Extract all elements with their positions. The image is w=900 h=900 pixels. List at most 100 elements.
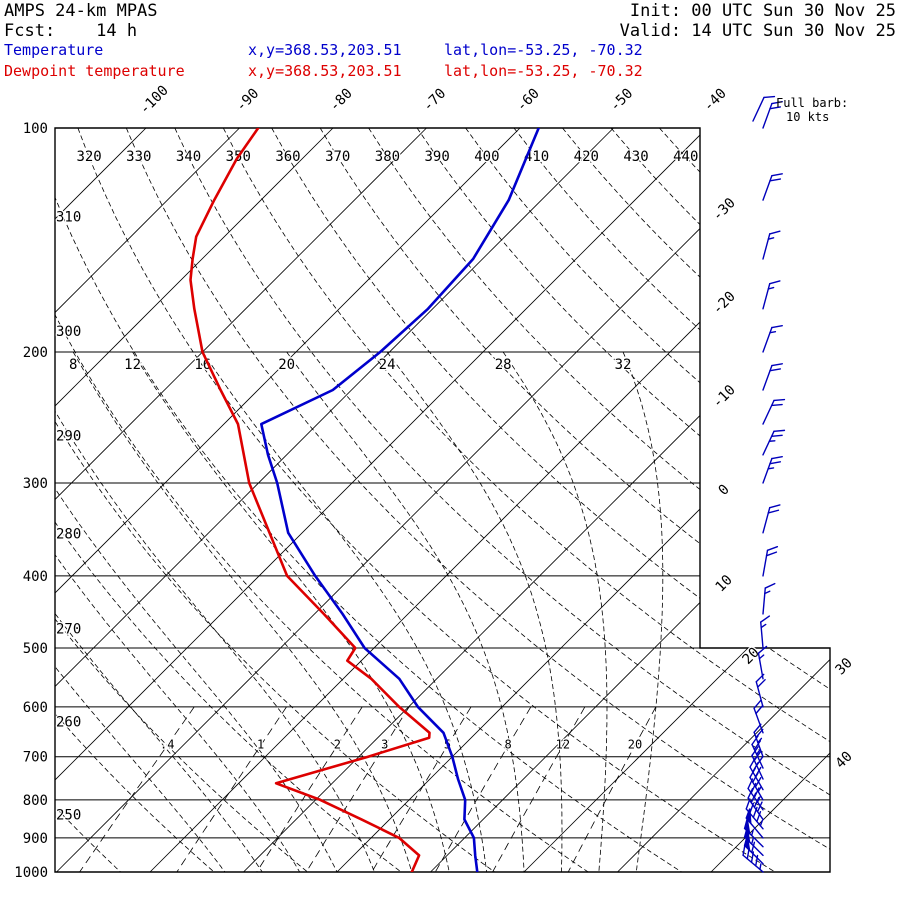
wind-barb bbox=[762, 429, 786, 456]
dry-adiabat-label: 310 bbox=[56, 210, 81, 226]
mixing-ratio-label: 1 bbox=[257, 737, 264, 751]
isotherm-label: -100 bbox=[137, 83, 172, 118]
wind-barb bbox=[762, 230, 781, 260]
wind-barb bbox=[762, 546, 779, 577]
isotherm-label: -30 bbox=[710, 195, 739, 224]
barb-legend-icon bbox=[752, 95, 776, 122]
dry-adiabat-label: 360 bbox=[275, 149, 300, 165]
dry-adiabat-label: 440 bbox=[673, 149, 698, 165]
wind-barb bbox=[762, 363, 783, 391]
pressure-label: 400 bbox=[23, 569, 48, 585]
mixing-ratio-label: 2 bbox=[334, 737, 341, 751]
wind-barb bbox=[747, 787, 764, 821]
isotherm-label: -40 bbox=[701, 86, 730, 115]
dry-adiabat-label: 420 bbox=[574, 149, 599, 165]
dry-adiabat-label: 300 bbox=[56, 324, 81, 340]
barb-legend-line1: Full barb: bbox=[776, 96, 849, 110]
plot-border bbox=[54, 127, 831, 873]
dry-adiabat-label: 260 bbox=[56, 715, 81, 731]
mixing-ratio-label: 8 bbox=[505, 737, 512, 751]
dry-adiabat-label: 290 bbox=[56, 429, 81, 445]
dry-adiabat-label: 250 bbox=[56, 808, 81, 824]
isotherm-label: -60 bbox=[514, 86, 543, 115]
barb-legend-line2: 10 kts bbox=[786, 110, 830, 124]
mixing-ratio-lines bbox=[68, 706, 657, 872]
dry-adiabat-label: 400 bbox=[474, 149, 499, 165]
isotherm-label: -20 bbox=[710, 289, 739, 318]
mixing-ratio-label: 12 bbox=[556, 737, 570, 751]
wind-barb bbox=[762, 582, 776, 615]
dry-adiabat-label: 430 bbox=[623, 149, 648, 165]
mixing-ratio-label: .4 bbox=[160, 737, 174, 751]
wind-barb bbox=[753, 699, 764, 734]
dry-adiabat-label: 340 bbox=[176, 149, 201, 165]
isotherm-label: -70 bbox=[420, 86, 449, 115]
dry-adiabat-label: 320 bbox=[76, 149, 101, 165]
dry-adiabat-label: 330 bbox=[126, 149, 151, 165]
wind-barb bbox=[762, 173, 783, 201]
wind-barb bbox=[760, 615, 771, 649]
forecast-hour: Fcst: 14 h bbox=[4, 21, 138, 41]
isotherm-label: 30 bbox=[833, 655, 856, 678]
pressure-grid bbox=[55, 128, 830, 872]
sounding-curves bbox=[189, 128, 540, 872]
isotherm-label: 10 bbox=[713, 572, 736, 595]
wind-barb bbox=[743, 835, 764, 865]
pressure-label: 100 bbox=[23, 121, 48, 137]
init-time: Init: 00 UTC Sun 30 Nov 25 bbox=[629, 1, 896, 21]
legend-temperature-xy: x,y=368.53,203.51 bbox=[248, 41, 402, 59]
legend-dewpoint-label: Dewpoint temperature bbox=[4, 62, 185, 80]
dry-adiabats bbox=[55, 128, 830, 872]
temperature-curve bbox=[260, 128, 540, 872]
wind-barb bbox=[757, 645, 768, 680]
moist-adiabat-label: 12 bbox=[124, 357, 141, 373]
dry-adiabat-label: 280 bbox=[56, 527, 81, 543]
isotherm-label: 40 bbox=[833, 749, 856, 772]
moist-adiabat-label: 8 bbox=[69, 357, 77, 373]
dry-adiabat-label: 390 bbox=[425, 149, 450, 165]
wind-barbs bbox=[742, 101, 786, 873]
wind-barb bbox=[762, 280, 781, 310]
pressure-label: 700 bbox=[23, 750, 48, 766]
pressure-label: 900 bbox=[23, 831, 48, 847]
moist-adiabat-label: 24 bbox=[379, 357, 396, 373]
legend-dewpoint-xy: x,y=368.53,203.51 bbox=[248, 62, 402, 80]
legend-temperature-label: Temperature bbox=[4, 41, 104, 59]
wind-barb bbox=[762, 398, 786, 425]
isotherm-label: -50 bbox=[607, 86, 636, 115]
mixing-ratio-label: 3 bbox=[381, 737, 388, 751]
moist-adiabat-label: 28 bbox=[495, 357, 512, 373]
isotherm-label: -80 bbox=[327, 86, 356, 115]
wind-barb bbox=[755, 673, 766, 708]
wind-barb bbox=[745, 808, 764, 839]
isotherm-label: -90 bbox=[233, 86, 262, 115]
pressure-label: 800 bbox=[23, 793, 48, 809]
wind-barb bbox=[762, 456, 783, 484]
moist-adiabat-label: 32 bbox=[615, 357, 632, 373]
dry-adiabat-label: 270 bbox=[56, 621, 81, 637]
pressure-label: 600 bbox=[23, 700, 48, 716]
moist-adiabats bbox=[55, 351, 664, 872]
moist-adiabat-label: 20 bbox=[278, 357, 295, 373]
dry-adiabat-label: 370 bbox=[325, 149, 350, 165]
wind-barb bbox=[762, 101, 783, 129]
legend-temperature-latlon: lat,lon=-53.25, -70.32 bbox=[444, 41, 643, 59]
isotherm-label: 0 bbox=[716, 482, 733, 499]
pressure-label: 1000 bbox=[14, 865, 48, 881]
mixing-ratio-label: 20 bbox=[628, 737, 642, 751]
pressure-label: 200 bbox=[23, 345, 48, 361]
isotherm-label: -10 bbox=[710, 382, 739, 411]
wind-barb bbox=[742, 844, 764, 873]
wind-barb bbox=[762, 324, 783, 353]
legend-dewpoint-latlon: lat,lon=-53.25, -70.32 bbox=[444, 62, 643, 80]
dry-adiabat-label: 380 bbox=[375, 149, 400, 165]
init-valid-block: Init: 00 UTC Sun 30 Nov 25 Valid: 14 UTC… bbox=[620, 1, 896, 41]
isotherms bbox=[55, 128, 830, 872]
wind-barb bbox=[752, 95, 776, 122]
valid-time: Valid: 14 UTC Sun 30 Nov 25 bbox=[619, 21, 896, 41]
dewpoint-curve bbox=[189, 128, 431, 872]
wind-barb bbox=[762, 504, 781, 534]
pressure-label: 500 bbox=[23, 641, 48, 657]
